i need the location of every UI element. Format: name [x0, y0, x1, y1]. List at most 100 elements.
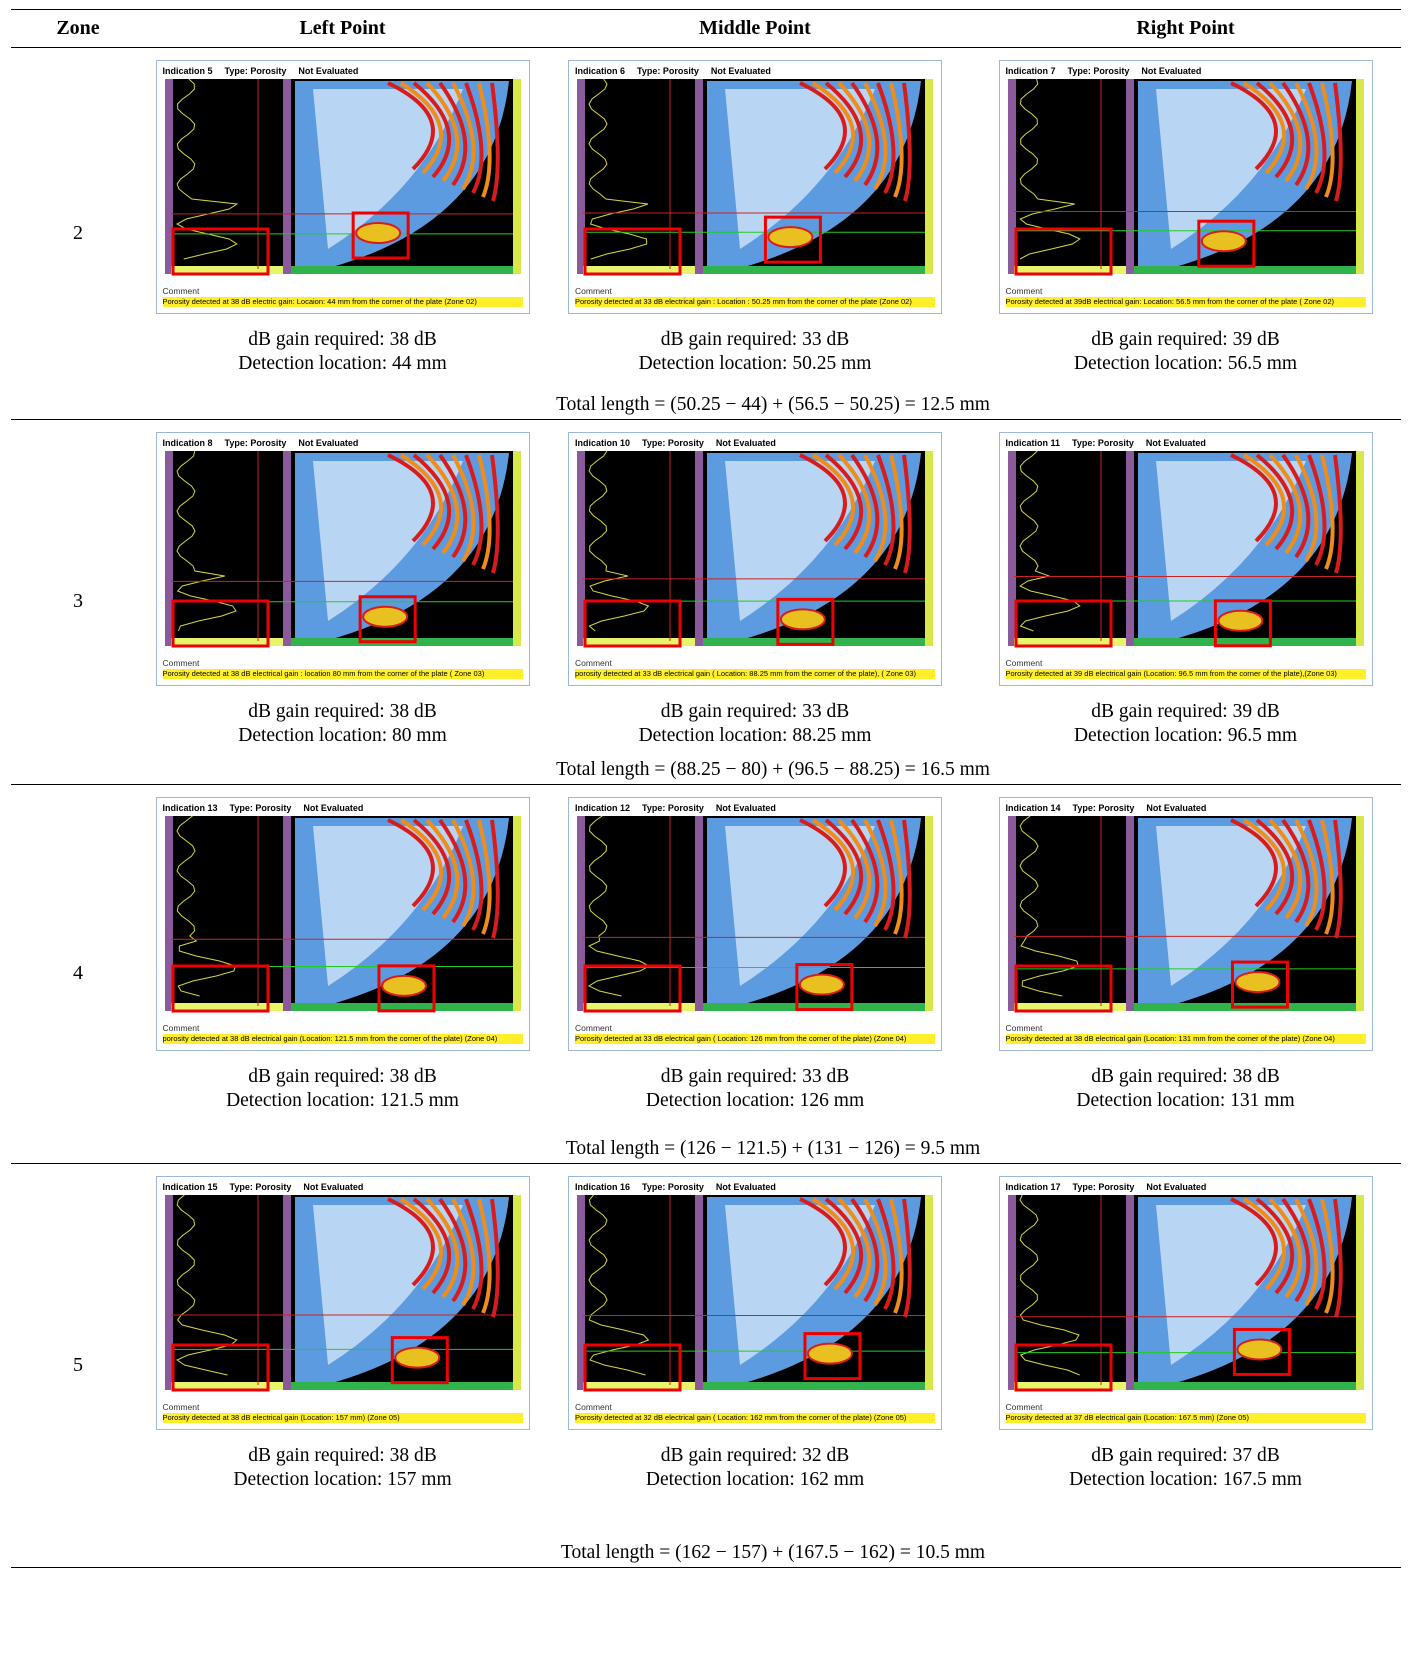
- scale-bar: [695, 1195, 703, 1390]
- total-row: Total length = (50.25 − 44) + (56.5 − 50…: [11, 391, 1401, 420]
- panel-header-text: Not Evaluated: [303, 1182, 363, 1192]
- scale-bar: [695, 451, 703, 646]
- result-text: dB gain required: 33 dBDetection locatio…: [540, 328, 970, 376]
- location-text: Detection location: 162 mm: [540, 1468, 970, 1492]
- zone-cell: 4: [11, 785, 145, 1164]
- zone-cell: 3: [11, 419, 145, 785]
- point-cell: Indication 16Type: PorosityNot Evaluated…: [540, 1163, 970, 1539]
- zone-cell: 5: [11, 1163, 145, 1568]
- indication-blob: [363, 606, 407, 626]
- indication-blob: [1237, 1339, 1281, 1359]
- result-text: dB gain required: 38 dBDetection locatio…: [145, 1444, 540, 1492]
- panel-header: Indication 17Type: PorosityNot Evaluated: [1000, 1177, 1372, 1195]
- ultrasonic-scan: [1006, 451, 1366, 656]
- ultrasonic-scan: [1006, 1195, 1366, 1400]
- panel-header-text: Not Evaluated: [1146, 438, 1206, 448]
- comment-label: Comment: [1000, 1400, 1372, 1412]
- panel-header-text: Type: Porosity: [1073, 1182, 1135, 1192]
- indication-panel: Indication 5Type: PorosityNot EvaluatedC…: [156, 60, 530, 314]
- results-table: ZoneLeft PointMiddle PointRight Point 2I…: [11, 9, 1401, 1568]
- result-text: dB gain required: 38 dBDetection locatio…: [145, 328, 540, 376]
- comment-label: Comment: [569, 1021, 941, 1033]
- panel-header-text: Not Evaluated: [298, 438, 358, 448]
- total-row: Total length = (88.25 − 80) + (96.5 − 88…: [11, 756, 1401, 785]
- panel-header-text: Type: Porosity: [1073, 803, 1135, 813]
- comment-text: Porosity detected at 38 dB electrical ga…: [163, 669, 523, 679]
- scale-right: [925, 79, 933, 274]
- ascan-bg: [171, 1195, 283, 1390]
- comment-text: Porosity detected at 33 dB electrical ga…: [575, 297, 935, 307]
- indication-blob: [768, 227, 812, 247]
- ascan-bg: [1014, 451, 1126, 646]
- comment-label: Comment: [1000, 656, 1372, 668]
- header-row: ZoneLeft PointMiddle PointRight Point: [11, 10, 1401, 48]
- scale-bar: [283, 451, 291, 646]
- comment-text: porosity detected at 33 dB electrical ga…: [575, 669, 935, 679]
- point-cell: Indication 11Type: PorosityNot Evaluated…: [970, 419, 1401, 756]
- location-text: Detection location: 50.25 mm: [540, 352, 970, 376]
- scale-bottom: [703, 1382, 925, 1390]
- result-text: dB gain required: 39 dBDetection locatio…: [970, 328, 1401, 376]
- scale-bottom: [703, 266, 925, 274]
- gain-text: dB gain required: 38 dB: [970, 1065, 1401, 1089]
- panel-header: Indication 7Type: PorosityNot Evaluated: [1000, 61, 1372, 79]
- gain-text: dB gain required: 37 dB: [970, 1444, 1401, 1468]
- comment-text: Porosity detected at 38 dB electrical ga…: [1006, 1034, 1366, 1044]
- total-length: Total length = (88.25 − 80) + (96.5 − 88…: [145, 756, 1401, 785]
- comment-label: Comment: [1000, 284, 1372, 296]
- panel-header-text: Type: Porosity: [225, 66, 287, 76]
- point-cell: Indication 10Type: PorosityNot Evaluated…: [540, 419, 970, 756]
- comment-text: Porosity detected at 38 dB electrical ga…: [163, 1413, 523, 1423]
- panel-header-text: Type: Porosity: [642, 438, 704, 448]
- comment-label: Comment: [569, 1400, 941, 1412]
- column-header: Left Point: [145, 10, 540, 48]
- scale-bar: [1126, 816, 1134, 1011]
- indication-blob: [1235, 972, 1279, 992]
- ultrasonic-scan: [163, 79, 523, 284]
- panel-header-text: Indication 15: [163, 1182, 218, 1192]
- total-length: Total length = (50.25 − 44) + (56.5 − 50…: [145, 391, 1401, 420]
- gain-text: dB gain required: 33 dB: [540, 1065, 970, 1089]
- comment-label: Comment: [157, 656, 529, 668]
- location-text: Detection location: 121.5 mm: [145, 1089, 540, 1113]
- scale-right: [513, 79, 521, 274]
- comment-text: Porosity detected at 32 dB electrical ga…: [575, 1413, 935, 1423]
- scale-right: [925, 816, 933, 1011]
- ultrasonic-scan: [575, 451, 935, 656]
- ultrasonic-scan: [575, 816, 935, 1021]
- scale-right: [513, 816, 521, 1011]
- point-cell: Indication 8Type: PorosityNot EvaluatedC…: [145, 419, 540, 756]
- panel-header: Indication 12Type: PorosityNot Evaluated: [569, 798, 941, 816]
- scale-bar: [1126, 79, 1134, 274]
- point-cell: Indication 14Type: PorosityNot Evaluated…: [970, 785, 1401, 1135]
- scale-right: [1356, 451, 1364, 646]
- scale-bar: [695, 816, 703, 1011]
- column-header: Middle Point: [540, 10, 970, 48]
- panel-header: Indication 14Type: PorosityNot Evaluated: [1000, 798, 1372, 816]
- indication-panel: Indication 16Type: PorosityNot Evaluated…: [568, 1176, 942, 1430]
- scale-bar: [695, 79, 703, 274]
- comment-text: Porosity detected at 39dB electrical gai…: [1006, 297, 1366, 307]
- location-text: Detection location: 131 mm: [970, 1089, 1401, 1113]
- panel-header-text: Indication 14: [1006, 803, 1061, 813]
- panel-header-text: Indication 7: [1006, 66, 1056, 76]
- scale-bottom: [291, 266, 513, 274]
- ascan-bg: [1014, 1195, 1126, 1390]
- panel-header-text: Indication 5: [163, 66, 213, 76]
- gain-text: dB gain required: 32 dB: [540, 1444, 970, 1468]
- indication-blob: [781, 609, 825, 629]
- point-cell: Indication 7Type: PorosityNot Evaluated C…: [970, 48, 1401, 391]
- panel-header-text: Type: Porosity: [1072, 438, 1134, 448]
- indication-blob: [395, 1347, 439, 1367]
- panel-header-text: Type: Porosity: [230, 1182, 292, 1192]
- gain-text: dB gain required: 33 dB: [540, 700, 970, 724]
- panel-header-text: Indication 12: [575, 803, 630, 813]
- gain-text: dB gain required: 38 dB: [145, 328, 540, 352]
- point-cell: Indication 5Type: PorosityNot EvaluatedC…: [145, 48, 540, 391]
- comment-label: Comment: [157, 1400, 529, 1412]
- ascan-bg: [1014, 816, 1126, 1011]
